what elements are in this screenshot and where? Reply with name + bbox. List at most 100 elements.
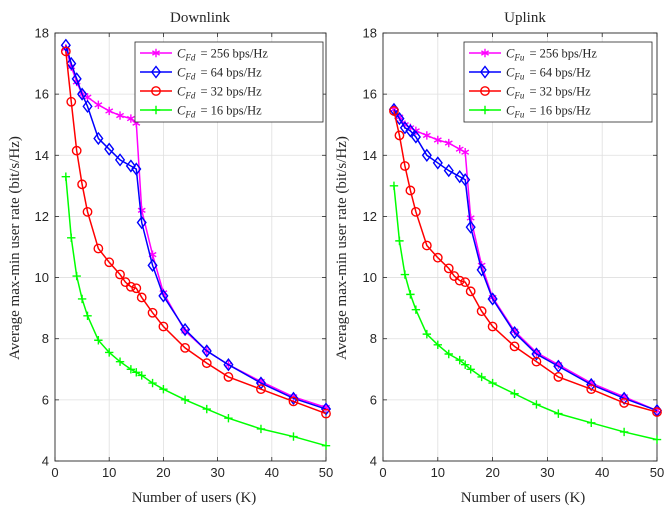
uplink-data-point xyxy=(422,329,432,339)
downlink-legend-item: CFd = 64 bps/Hz xyxy=(140,65,262,82)
uplink-data-point xyxy=(444,138,453,148)
uplink-data-point xyxy=(465,286,476,297)
uplink-series-plus xyxy=(389,181,662,444)
downlink-data-point xyxy=(104,257,115,268)
downlink-y-tick-label: 16 xyxy=(35,87,49,102)
downlink-data-point xyxy=(77,294,87,304)
downlink-legend-marker xyxy=(151,105,161,115)
downlink-data-point xyxy=(77,87,88,101)
uplink-data-point xyxy=(652,435,662,444)
uplink-x-tick-label: 40 xyxy=(595,465,609,480)
downlink-legend-marker xyxy=(151,86,161,96)
uplink-legend-item: CFu = 64 bps/Hz xyxy=(469,65,591,82)
downlink-x-tick-label: 20 xyxy=(156,465,170,480)
downlink-data-point xyxy=(125,281,136,292)
uplink-legend-item: CFu = 16 bps/Hz xyxy=(469,104,591,120)
downlink-data-point xyxy=(132,368,141,377)
uplink-title: Uplink xyxy=(504,10,546,26)
downlink-legend-symbol: C xyxy=(177,85,186,99)
downlink-data-point xyxy=(115,357,125,366)
uplink-data-point xyxy=(395,236,404,246)
downlink-data-point xyxy=(71,72,82,86)
downlink-x-axis-label-text: Number of users (K) xyxy=(132,490,257,506)
uplink-data-point xyxy=(476,306,487,317)
uplink-data-point xyxy=(586,377,597,392)
downlink-legend-label: CFd = 32 bps/Hz xyxy=(177,85,262,101)
downlink-data-point xyxy=(158,321,169,332)
uplink-legend-marker xyxy=(481,48,489,58)
uplink-x-tick-label: 10 xyxy=(431,465,445,480)
downlink-data-point xyxy=(115,269,125,280)
uplink-data-point xyxy=(389,181,399,191)
uplink-data-point xyxy=(619,391,630,405)
uplink-data-point xyxy=(460,277,471,288)
uplink-data-point xyxy=(389,106,399,116)
downlink-legend-item: CFd = 256 bps/Hz xyxy=(140,47,268,63)
downlink-legend-label: CFd = 64 bps/Hz xyxy=(177,66,262,82)
uplink-data-point xyxy=(477,372,486,382)
downlink-data-point xyxy=(136,215,147,230)
downlink-legend-marker xyxy=(152,48,160,58)
downlink-legend-label: CFd = 256 bps/Hz xyxy=(177,47,268,63)
uplink-data-point xyxy=(587,418,596,427)
downlink-data-point xyxy=(60,38,71,52)
uplink-legend-marker xyxy=(480,105,490,115)
uplink-legend-item: CFu = 32 bps/Hz xyxy=(469,85,591,101)
uplink-y-tick-label: 18 xyxy=(363,26,377,41)
downlink-legend-subscript: Fd xyxy=(184,72,195,82)
uplink-legend-item: CFu = 256 bps/Hz xyxy=(469,47,597,63)
downlink-data-point xyxy=(116,111,125,120)
downlink-data-point xyxy=(105,106,114,116)
uplink-data-point xyxy=(553,372,564,382)
downlink-data-point xyxy=(180,342,190,353)
downlink-data-point xyxy=(60,46,71,57)
downlink-data-point xyxy=(179,322,191,337)
downlink-data-point xyxy=(137,206,146,215)
uplink-data-point xyxy=(487,321,498,332)
downlink-y-tick-label: 8 xyxy=(42,331,49,346)
uplink-data-point xyxy=(405,124,416,138)
uplink-data-point xyxy=(509,341,520,352)
uplink-x-tick-label: 0 xyxy=(379,465,386,480)
downlink-data-point xyxy=(320,402,332,416)
uplink-data-point xyxy=(394,130,405,141)
uplink-data-point xyxy=(652,407,662,417)
downlink-x-tick-label: 40 xyxy=(265,465,279,480)
downlink-data-point xyxy=(114,153,126,167)
uplink-data-point xyxy=(488,378,497,388)
downlink-legend-marker xyxy=(150,65,162,79)
uplink-data-point xyxy=(400,270,410,279)
downlink-data-point xyxy=(126,114,135,123)
uplink-y-tick-label: 4 xyxy=(370,454,377,469)
uplink-data-point xyxy=(532,400,541,409)
uplink-x-tick-label: 50 xyxy=(650,465,664,480)
uplink-y-tick-label: 12 xyxy=(363,209,377,224)
uplink-legend-value: = 16 bps/Hz xyxy=(526,104,591,118)
downlink-data-point xyxy=(136,292,147,303)
uplink-panel: Uplink Number of users (K) Average max-m… xyxy=(334,10,664,506)
uplink-y-tick-label: 10 xyxy=(363,270,377,285)
uplink-legend-subscript: Fu xyxy=(513,110,524,120)
downlink-data-point xyxy=(147,307,158,318)
uplink-data-point xyxy=(410,206,421,217)
uplink-legend-value: = 256 bps/Hz xyxy=(526,47,597,61)
uplink-legend-marker xyxy=(479,65,491,79)
downlink-data-point xyxy=(72,271,81,281)
uplink-data-point xyxy=(531,356,542,367)
downlink-data-point xyxy=(223,358,234,372)
downlink-data-point xyxy=(148,378,157,388)
downlink-legend-item: CFd = 32 bps/Hz xyxy=(140,85,262,101)
uplink-legend-label: CFu = 256 bps/Hz xyxy=(506,47,597,63)
downlink-y-tick-label: 18 xyxy=(35,26,49,41)
downlink-data-point xyxy=(201,344,212,358)
downlink-data-point xyxy=(82,99,93,114)
uplink-data-point xyxy=(586,384,597,395)
uplink-legend-symbol: C xyxy=(506,85,515,99)
uplink-x-axis-label: Number of users (K) xyxy=(461,490,586,506)
downlink-data-point xyxy=(125,159,136,173)
uplink-y-tick-label: 6 xyxy=(370,392,377,407)
uplink-data-point xyxy=(433,135,442,145)
uplink-x-axis-label-text: Number of users (K) xyxy=(461,490,586,506)
uplink-data-point xyxy=(405,185,416,196)
